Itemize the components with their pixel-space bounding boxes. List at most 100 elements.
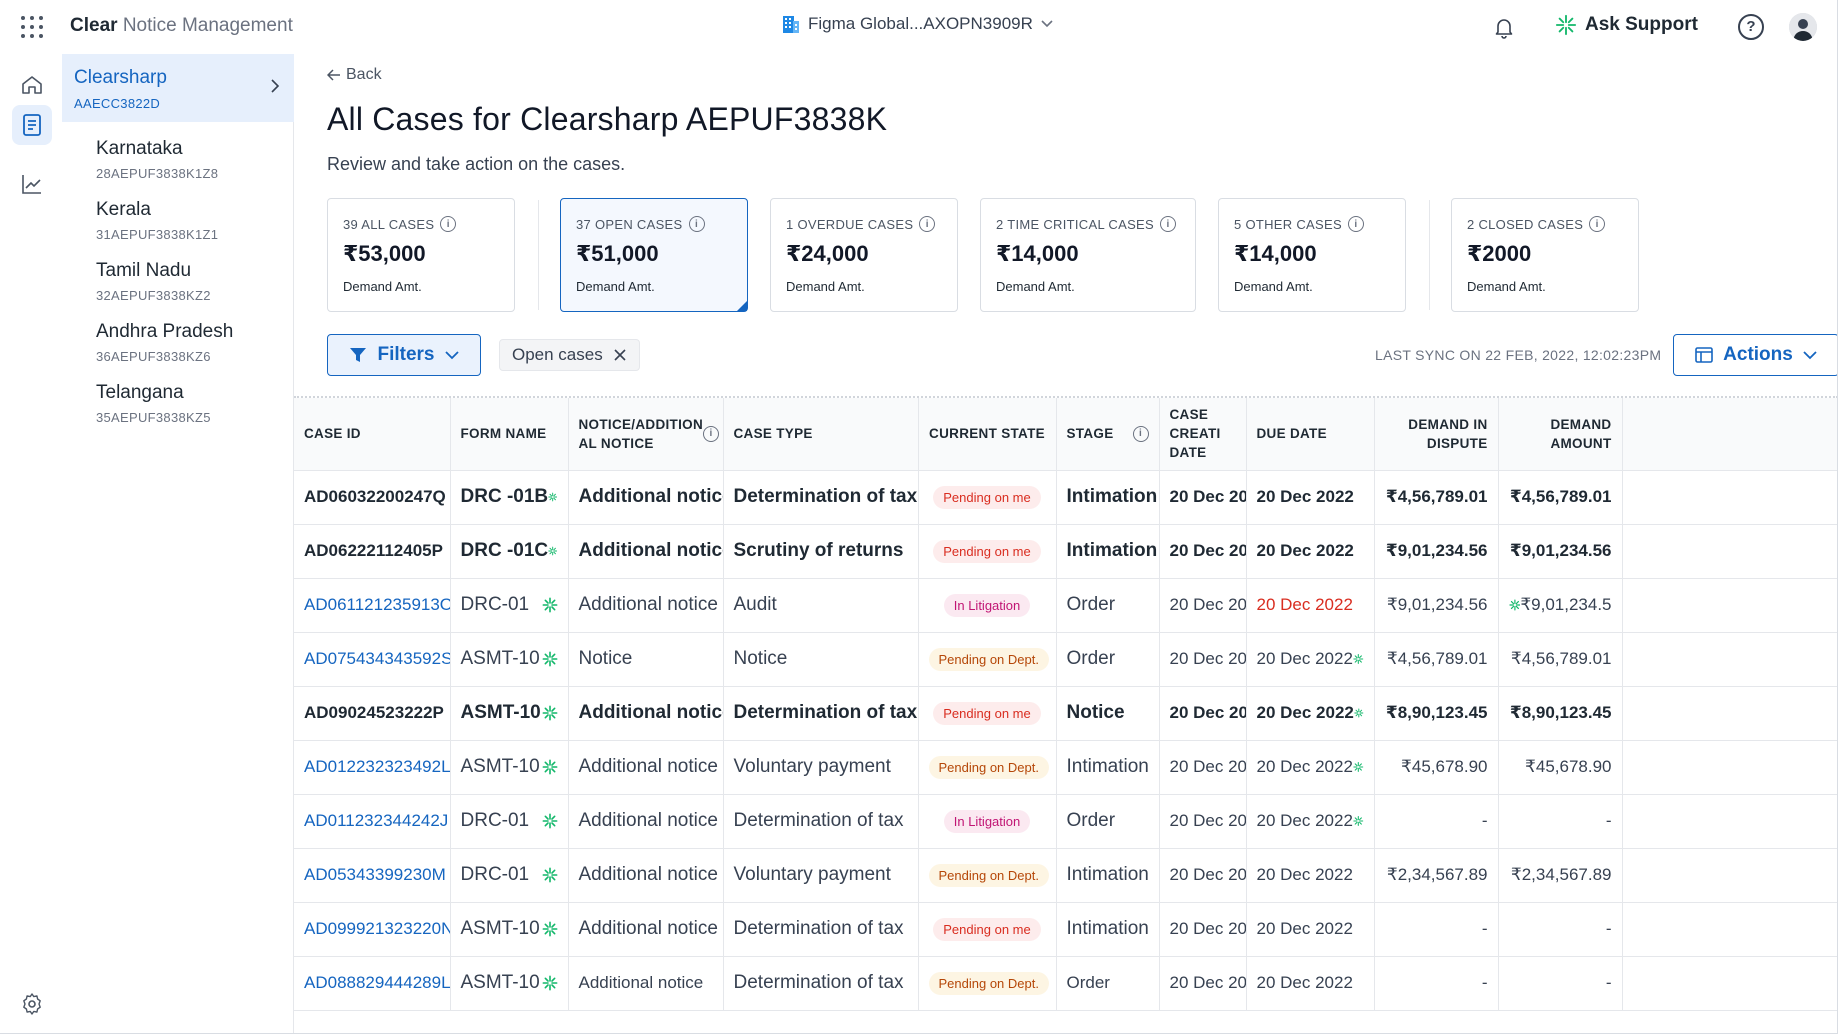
stage-cell: Intimation [1056, 848, 1160, 903]
demand-amount-text: ₹4,56,789.01 [1509, 487, 1612, 506]
current-state-cell: Pending on me [918, 902, 1057, 957]
table-row[interactable]: AD075434343592S ASMT-10 Notice Notice Pendin… [294, 632, 1837, 687]
case-id-link[interactable]: AD061121235913O [294, 578, 451, 633]
card-amount: ₹51,000 [576, 241, 659, 266]
col-stage[interactable]: STAGE i [1056, 398, 1160, 471]
status-badge: In Litigation [943, 593, 1031, 617]
gstin-item[interactable]: Telangana 35AEPUF3838KZ5 [96, 382, 286, 442]
ask-support-button[interactable]: Ask Support [1555, 14, 1698, 36]
creation-date-cell: 20 Dec 202 [1159, 632, 1247, 687]
table-row[interactable]: AD088829444289L ASMT-10 Additional notice D… [294, 956, 1837, 1011]
gear-icon[interactable] [20, 992, 44, 1016]
case-id-link[interactable]: AD06032200247Q [294, 470, 451, 525]
table-row[interactable]: AD061121235913O DRC-01 Additional notice Au… [294, 578, 1837, 633]
col-demand-amount[interactable]: DEMAND AMOUNT [1498, 398, 1623, 471]
col-case-id[interactable]: CASE ID [294, 398, 451, 471]
state-name: Telangana [96, 382, 184, 403]
creation-date-cell: 20 Dec 202 [1159, 578, 1247, 633]
case-id-link[interactable]: AD099921323220N [294, 902, 451, 957]
card-open-cases[interactable]: 37 OPEN CASES i ₹51,000 Demand Amt. [560, 198, 748, 312]
case-id-link[interactable]: AD088829444289L [294, 956, 451, 1011]
card-other-cases[interactable]: 5 OTHER CASES i ₹14,000 Demand Amt. [1218, 198, 1406, 312]
col-form-name[interactable]: FORM NAME [450, 398, 569, 471]
demand-dispute-cell: ₹4,56,789.01 [1374, 632, 1499, 687]
case-id-link[interactable]: AD05343399230M [294, 848, 451, 903]
sparkle-icon [542, 597, 557, 613]
notice-cell: Additional notice [568, 740, 724, 795]
case-type-cell: Determination of tax [723, 902, 919, 957]
actions-label: Actions [1723, 344, 1793, 365]
table-row[interactable]: AD06222112405P DRC -01C Additional notice S… [294, 524, 1837, 579]
case-id-link[interactable]: AD06222112405P [294, 524, 451, 579]
form-name-cell: ASMT-10 [450, 686, 569, 741]
table-row[interactable]: AD09024523222P ASMT-10 Additional notice De… [294, 686, 1837, 741]
sparkle-icon [1353, 816, 1364, 826]
info-icon: i [1347, 216, 1364, 232]
bell-icon[interactable] [1492, 15, 1516, 39]
gstin-item-active[interactable]: Clearsharp AAECC3822D [62, 54, 294, 122]
avatar[interactable] [1789, 13, 1817, 41]
stage-cell: Intimation [1056, 740, 1160, 795]
apps-grid-icon[interactable] [20, 15, 44, 39]
gstin-item[interactable]: Andhra Pradesh 36AEPUF3838KZ6 [96, 321, 286, 381]
sparkle-icon [542, 705, 557, 721]
card-all-cases[interactable]: 39 ALL CASES i ₹53,000 Demand Amt. [327, 198, 515, 312]
overflow-cell [1622, 632, 1837, 687]
back-link[interactable]: Back [327, 66, 382, 84]
case-type-cell: Voluntary payment [723, 848, 919, 903]
case-id-link[interactable]: AD075434343592S [294, 632, 451, 687]
org-switcher[interactable]: Figma Global...AXOPN3909R [782, 14, 1053, 34]
card-label-text: 2 CLOSED CASES [1467, 216, 1584, 232]
gstin-item[interactable]: Tamil Nadu 32AEPUF3838KZ2 [96, 260, 286, 320]
state-gstin: 35AEPUF3838KZ5 [96, 410, 211, 425]
due-date-cell: 20 Dec 2022 [1246, 956, 1375, 1011]
overflow-cell [1622, 470, 1837, 525]
selected-corner [737, 301, 747, 311]
col-creation-date[interactable]: CASE CREATI DATE [1159, 398, 1247, 471]
col-demand-dispute[interactable]: DEMAND IN DISPUTE [1374, 398, 1499, 471]
nav-home[interactable] [12, 65, 52, 105]
card-time-critical-cases[interactable]: 2 TIME CRITICAL CASES i ₹14,000 Demand Am… [980, 198, 1196, 312]
demand-amount-text: - [1605, 811, 1612, 830]
help-icon[interactable]: ? [1738, 14, 1764, 40]
demand-amount-text: ₹2,34,567.89 [1510, 865, 1612, 884]
current-state-cell: Pending on Dept. [918, 740, 1057, 795]
close-icon[interactable] [613, 348, 627, 362]
demand-amount-cell: - [1498, 794, 1623, 849]
gstin-item[interactable]: Kerala 31AEPUF3838K1Z1 [96, 199, 286, 259]
case-id-link[interactable]: AD012232323492L [294, 740, 451, 795]
col-case-type[interactable]: CASE TYPE [723, 398, 919, 471]
form-name: ASMT-10 [460, 756, 540, 777]
sparkle-icon [548, 546, 558, 556]
card-label: 2 TIME CRITICAL CASES i [996, 216, 1177, 232]
col-current-state[interactable]: CURRENT STATE [918, 398, 1057, 471]
cases-table: CASE ID FORM NAME NOTICE/ADDITION AL NOT… [294, 398, 1837, 1011]
col-notice[interactable]: NOTICE/ADDITION AL NOTICE i [568, 398, 724, 471]
col-due-date[interactable]: DUE DATE [1246, 398, 1375, 471]
table-row[interactable]: AD012232323492L ASMT-10 Additional notice V… [294, 740, 1837, 795]
table-row[interactable]: AD05343399230M DRC-01 Additional notice Vol… [294, 848, 1837, 903]
table-row[interactable]: AD011232344242J DRC-01 Additional notice De… [294, 794, 1837, 849]
cases-table-wrapper[interactable]: CASE ID FORM NAME NOTICE/ADDITION AL NOT… [294, 396, 1837, 1033]
building-icon [783, 16, 799, 33]
card-amount: ₹14,000 [1234, 241, 1317, 266]
table-row[interactable]: AD06032200247Q DRC -01B Additional notice D… [294, 470, 1837, 525]
overflow-cell [1622, 740, 1837, 795]
actions-button[interactable]: Actions [1673, 334, 1837, 376]
case-id-link[interactable]: AD011232344242J [294, 794, 451, 849]
demand-amount-text: ₹9,01,234.56 [1509, 541, 1612, 560]
case-id-link[interactable]: AD09024523222P [294, 686, 451, 741]
sparkle-icon [542, 651, 557, 667]
table-row[interactable]: AD099921323220N ASMT-10 Additional notice D… [294, 902, 1837, 957]
nav-analytics[interactable] [12, 164, 52, 204]
card-overdue-cases[interactable]: 1 OVERDUE CASES i ₹24,000 Demand Amt. [770, 198, 958, 312]
form-name-cell: ASMT-10 [450, 632, 569, 687]
nav-cases[interactable] [12, 105, 52, 145]
form-name-cell: ASMT-10 [450, 740, 569, 795]
chevron-right-icon [271, 79, 280, 93]
card-closed-cases[interactable]: 2 CLOSED CASES i ₹2000 Demand Amt. [1451, 198, 1639, 312]
gstin-item[interactable]: Karnataka 28AEPUF3838K1Z8 [96, 138, 286, 198]
form-name-cell: DRC-01 [450, 794, 569, 849]
filters-button[interactable]: Filters [327, 334, 481, 376]
form-name: ASMT-10 [460, 918, 540, 939]
